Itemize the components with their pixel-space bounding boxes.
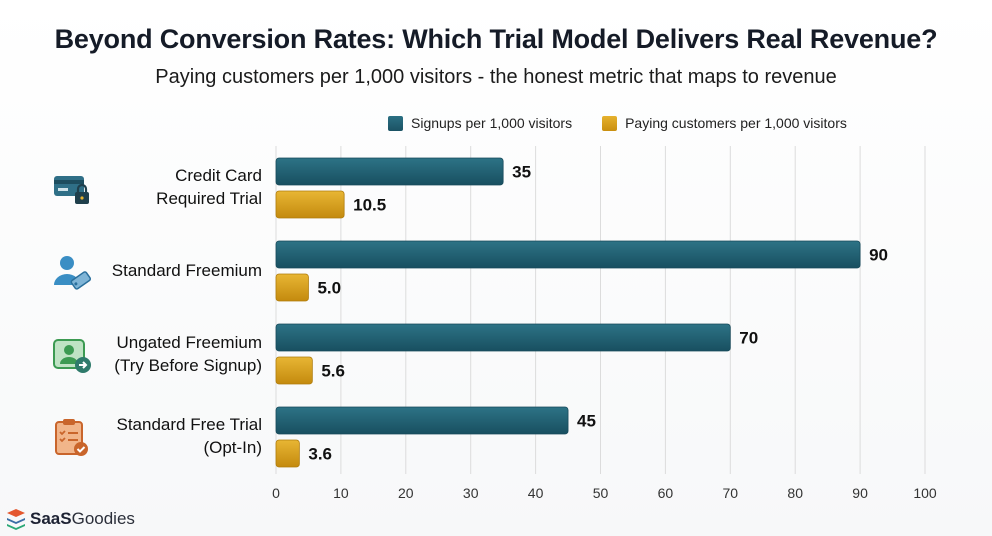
category-label-line: Ungated Freemium	[116, 333, 262, 352]
bar-paying	[275, 190, 345, 219]
x-tick-label: 10	[333, 485, 349, 501]
category-label-line: Required Trial	[156, 189, 262, 208]
category-label-line: (Opt-In)	[203, 438, 262, 457]
x-tick-label: 60	[658, 485, 674, 501]
legend-label-signups: Signups per 1,000 visitors	[411, 115, 573, 131]
legend-item-signups: Signups per 1,000 visitors	[388, 115, 572, 131]
x-tick-label: 70	[723, 485, 739, 501]
user-tag-icon	[54, 256, 92, 290]
category-label-standard-freemium: Standard Freemium	[42, 259, 262, 282]
brand-logo: SaaSGoodies	[6, 508, 135, 530]
x-tick-label: 100	[913, 485, 937, 501]
data-label: 35	[512, 163, 531, 182]
x-tick-label: 0	[272, 485, 280, 501]
data-label: 70	[739, 329, 758, 348]
brand-name-bold: SaaS	[30, 509, 72, 528]
clipboard-check-icon	[55, 419, 88, 456]
category-label-ungated-freemium: Ungated Freemium (Try Before Signup)	[42, 331, 262, 377]
bar-signups	[275, 240, 861, 269]
category-label-line: Credit Card	[175, 166, 262, 185]
data-label: 90	[869, 246, 888, 265]
data-label: 10.5	[353, 196, 386, 215]
data-label: 3.6	[308, 445, 332, 464]
bar-signups	[275, 157, 504, 186]
legend-swatch-paying	[602, 115, 618, 131]
x-tick-label: 90	[852, 485, 868, 501]
category-label-standard-free-trial: Standard Free Trial (Opt-In)	[42, 413, 262, 459]
chart-subtitle: Paying customers per 1,000 visitors - th…	[155, 66, 837, 88]
data-label: 5.0	[317, 279, 341, 298]
bar-paying	[275, 439, 300, 468]
stack-logo-icon	[7, 509, 25, 530]
data-label: 5.6	[321, 362, 345, 381]
x-tick-label: 20	[398, 485, 414, 501]
bar-paying	[275, 273, 309, 302]
data-label: 45	[577, 412, 596, 431]
x-tick-label: 80	[787, 485, 803, 501]
legend-swatch-signups	[388, 115, 403, 131]
bar-signups	[275, 406, 569, 435]
x-tick-label: 50	[593, 485, 609, 501]
bar-signups	[275, 323, 731, 352]
legend-item-paying: Paying customers per 1,000 visitors	[602, 115, 847, 131]
legend-label-paying: Paying customers per 1,000 visitors	[625, 115, 847, 131]
x-tick-label: 30	[463, 485, 479, 501]
user-arrow-icon	[53, 339, 91, 373]
x-tick-label: 40	[528, 485, 544, 501]
legend: Signups per 1,000 visitors Paying custom…	[388, 115, 877, 131]
category-label-credit-card: Credit Card Required Trial	[42, 164, 262, 210]
category-label-line: Standard Freemium	[111, 261, 262, 280]
bar-paying	[275, 356, 313, 385]
category-label-line: (Try Before Signup)	[114, 356, 262, 375]
credit-card-lock-icon	[54, 176, 89, 204]
brand-name-rest: Goodies	[71, 509, 135, 528]
chart-title: Beyond Conversion Rates: Which Trial Mod…	[54, 24, 938, 54]
category-label-line: Standard Free Trial	[116, 415, 262, 434]
